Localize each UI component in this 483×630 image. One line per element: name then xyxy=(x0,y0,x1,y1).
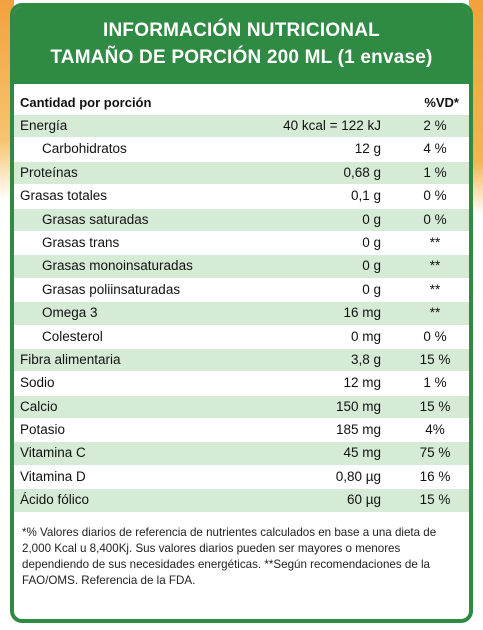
nutrient-name: Sodio xyxy=(20,375,55,391)
nutrient-amount: 12 g xyxy=(354,141,381,157)
nutrient-amount: 0 g xyxy=(362,281,381,297)
nutrient-name: Grasas monoinsaturadas xyxy=(42,258,193,274)
footnote: *% Valores diarios de referencia de nutr… xyxy=(22,525,437,587)
nutrient-name: Grasas saturadas xyxy=(42,211,149,227)
nutrient-amount: 12 mg xyxy=(343,375,381,391)
nutrient-amount: 0,68 g xyxy=(343,164,381,180)
nutrient-name: Fibra alimentaria xyxy=(20,351,121,367)
nutrient-name: Vitamina D xyxy=(20,468,86,484)
column-header-amount-per-serving: Cantidad por porción xyxy=(20,95,152,110)
nutrient-amount: 45 mg xyxy=(343,445,381,461)
nutrient-name: Grasas poliinsaturadas xyxy=(42,281,181,297)
table-row: Potasio 185 mg 4% xyxy=(14,419,469,443)
nutrient-daily-value: 0 % xyxy=(423,211,447,227)
nutrient-amount: 40 kcal = 122 kJ xyxy=(283,118,381,133)
nutrient-name: Proteínas xyxy=(20,164,78,180)
nutrient-amount: 0 g xyxy=(362,258,381,274)
nutrient-amount: 0 mg xyxy=(350,328,381,344)
nutrient-amount: 150 mg xyxy=(335,398,381,414)
table-header: Cantidad por porción %VD* xyxy=(14,91,469,115)
table-row: Vitamina D 0,80 µg 16 % xyxy=(14,466,469,490)
table-row: Ácido fólico 60 µg 15 % xyxy=(14,489,469,513)
nutrient-daily-value: 0 % xyxy=(423,328,447,344)
table-row: Grasas saturadas 0 g 0 % xyxy=(14,208,469,232)
nutrient-name: Energía xyxy=(20,118,68,133)
nutrient-name: Grasas totales xyxy=(20,188,108,204)
table-row: Carbohidratos 12 g 4 % xyxy=(14,138,469,162)
header-serving-size: TAMAÑO DE PORCIÓN 200 ML (1 envase) xyxy=(50,47,433,68)
nutrient-name: Calcio xyxy=(20,398,58,414)
nutrient-amount: 0 g xyxy=(362,211,381,227)
nutrient-amount: 0,80 µg xyxy=(335,468,381,484)
nutrient-daily-value: 1 % xyxy=(423,375,447,391)
nutrient-daily-value: 4% xyxy=(425,422,445,438)
nutrient-amount: 60 µg xyxy=(346,492,381,508)
header-title: INFORMACIÓN NUTRICIONAL xyxy=(103,20,380,41)
table-row: Grasas monoinsaturadas 0 g ** xyxy=(14,255,469,279)
nutrient-daily-value: 16 % xyxy=(419,468,451,484)
table-row: Energía 40 kcal = 122 kJ 2 % xyxy=(14,115,469,139)
table-row: Omega 3 16 mg ** xyxy=(14,302,469,326)
nutrient-amount: 0,1 g xyxy=(350,188,381,204)
nutrient-amount: 185 mg xyxy=(335,422,381,438)
nutrient-name: Carbohidratos xyxy=(42,141,127,157)
nutrient-daily-value: 15 % xyxy=(419,492,451,508)
nutrition-header: INFORMACIÓN NUTRICIONAL TAMAÑO DE PORCIÓ… xyxy=(14,7,469,84)
table-row: Vitamina C 45 mg 75 % xyxy=(14,442,469,466)
table-row: Colesterol 0 mg 0 % xyxy=(14,326,469,349)
nutrient-daily-value: 15 % xyxy=(419,398,451,414)
table-row: Fibra alimentaria 3,8 g 15 % xyxy=(14,348,469,373)
table-row: Calcio 150 mg 15 % xyxy=(14,395,469,420)
nutrient-amount: 16 mg xyxy=(343,305,381,321)
nutrient-daily-value: 75 % xyxy=(419,445,451,461)
nutrient-daily-value: ** xyxy=(429,281,441,297)
nutrient-name: Potasio xyxy=(20,422,66,438)
table-row: Sodio 12 mg 1 % xyxy=(14,372,469,396)
nutrient-daily-value: 4 % xyxy=(423,141,447,157)
column-header-daily-value: %VD* xyxy=(424,95,459,110)
nutrient-daily-value: 1 % xyxy=(423,164,447,180)
nutrient-daily-value: 15 % xyxy=(419,351,451,367)
nutrient-daily-value: ** xyxy=(429,234,441,250)
nutrient-daily-value: ** xyxy=(429,305,441,321)
nutrient-name: Grasas trans xyxy=(42,234,120,250)
nutrient-table: Energía 40 kcal = 122 kJ 2 % Carbohidratos 1… xyxy=(14,115,469,513)
nutrient-name: Colesterol xyxy=(42,328,103,344)
nutrient-name: Omega 3 xyxy=(42,305,98,321)
nutrient-daily-value: 0 % xyxy=(423,188,447,204)
nutrient-amount: 3,8 g xyxy=(350,351,381,367)
nutrient-name: Vitamina C xyxy=(20,445,86,461)
nutrient-amount: 0 g xyxy=(362,234,381,250)
nutrition-facts-panel: INFORMACIÓN NUTRICIONAL TAMAÑO DE PORCIÓ… xyxy=(10,3,473,623)
nutrient-name: Ácido fólico xyxy=(20,492,90,508)
table-row: Grasas trans 0 g ** xyxy=(14,232,469,256)
nutrient-daily-value: 2 % xyxy=(423,118,447,133)
nutrient-daily-value: ** xyxy=(429,258,441,274)
table-row: Proteínas 0,68 g 1 % xyxy=(14,161,469,186)
table-row: Grasas totales 0,1 g 0 % xyxy=(14,185,469,209)
table-row: Grasas poliinsaturadas 0 g ** xyxy=(14,279,469,303)
